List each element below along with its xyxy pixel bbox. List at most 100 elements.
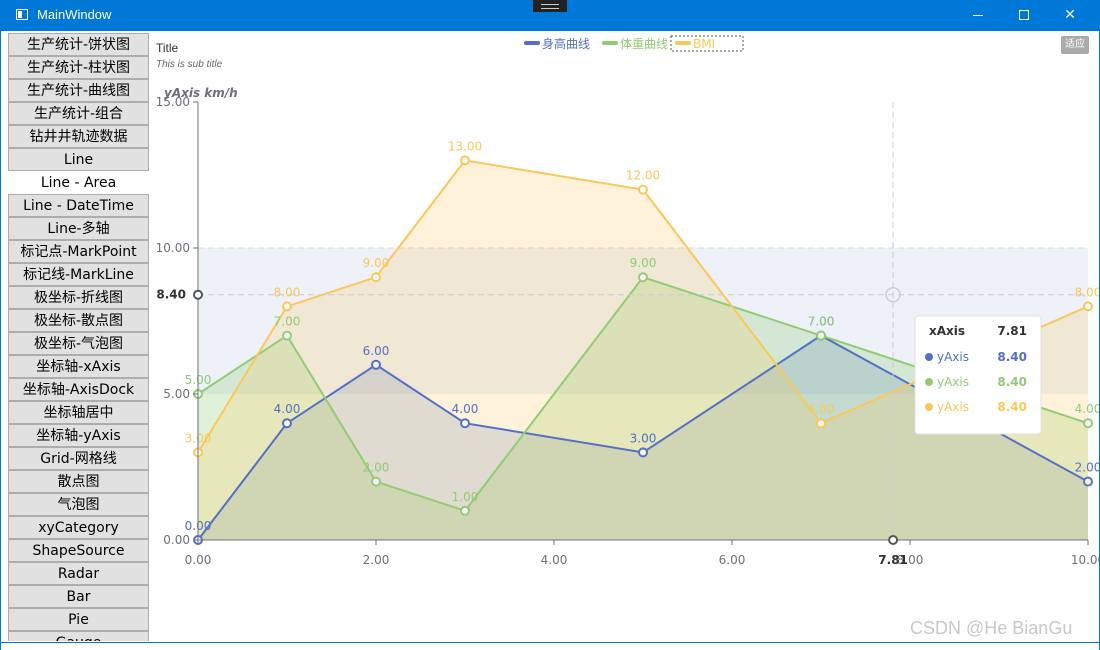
data-label: 4.00 <box>274 402 301 416</box>
sidebar-item[interactable]: Line <box>8 148 149 171</box>
data-label: 4.00 <box>452 402 479 416</box>
sidebar-item[interactable]: ShapeSource <box>8 539 149 562</box>
x-tick-label: 8.00 <box>897 553 924 567</box>
data-point[interactable] <box>638 184 648 195</box>
sidebar-item[interactable]: 坐标轴-xAxis <box>8 355 149 378</box>
data-point[interactable] <box>1083 301 1093 312</box>
sidebar-item[interactable]: Grid-网格线 <box>8 447 149 470</box>
legend-swatch <box>602 41 618 45</box>
chart-subtitle: This is sub title <box>156 59 223 70</box>
data-point[interactable] <box>371 359 381 370</box>
sidebar-item[interactable]: 坐标轴-yAxis <box>8 424 149 447</box>
sidebar-item[interactable]: Line - Area <box>8 171 149 194</box>
data-point[interactable] <box>371 476 381 487</box>
legend-swatch <box>675 41 691 45</box>
sidebar-item[interactable]: 标记线-MarkLine <box>8 263 149 286</box>
sidebar-item[interactable]: 极坐标-散点图 <box>8 309 149 332</box>
crosshair-center-icon <box>885 286 901 303</box>
sidebar-item[interactable]: Radar <box>8 562 149 585</box>
tooltip-box <box>914 315 1042 435</box>
sidebar-item[interactable]: 坐标轴-AxisDock <box>8 378 149 401</box>
tooltip-marker-icon <box>925 378 933 386</box>
close-icon: ✕ <box>1064 7 1076 23</box>
y-tick-label: 5.00 <box>163 387 190 401</box>
crosshair-x-handle[interactable] <box>888 535 899 545</box>
window-title: MainWindow <box>37 7 112 22</box>
sidebar-item[interactable]: 气泡图 <box>8 493 149 516</box>
title-bar[interactable]: MainWindow ✕ <box>0 0 1100 31</box>
data-point[interactable] <box>1083 476 1093 487</box>
crosshair-x-label: 7.81 <box>878 553 908 567</box>
maximize-button[interactable] <box>1001 0 1047 31</box>
sidebar-item[interactable]: Bar <box>8 585 149 608</box>
chart-panel: Title This is sub title 适应 0.00 4.00 6.00 4… <box>150 31 1099 642</box>
sidebar-item[interactable]: Line-多轴 <box>8 217 149 240</box>
tooltip-header-label: xAxis <box>929 324 965 338</box>
sidebar-item[interactable]: Gauge <box>8 631 149 641</box>
sidebar-item[interactable]: 极坐标-气泡图 <box>8 332 149 355</box>
sidebar-item[interactable]: 极坐标-折线图 <box>8 286 149 309</box>
sidebar-item[interactable]: Line - DateTime <box>8 194 149 217</box>
data-label: 8.00 <box>1075 285 1099 299</box>
sidebar-item[interactable]: 生产统计-柱状图 <box>8 56 149 79</box>
data-point[interactable] <box>816 330 826 341</box>
area-chart[interactable]: 0.00 4.00 6.00 4.00 3.00 7.00 2.00 5.00 7.00 2.00… <box>150 31 1099 642</box>
data-label: 9.00 <box>363 256 390 270</box>
data-point[interactable] <box>460 505 470 516</box>
y-tick-label: 10.00 <box>156 241 190 255</box>
data-point[interactable] <box>282 330 292 341</box>
x-tick-label: 10.00 <box>1071 553 1099 567</box>
data-label: 8.00 <box>274 285 301 299</box>
y-axis-title: yAxis km/h <box>164 86 238 100</box>
data-point[interactable] <box>460 418 470 429</box>
window-border <box>0 642 1100 643</box>
data-point[interactable] <box>638 447 648 458</box>
minimize-icon <box>973 15 983 16</box>
data-point[interactable] <box>371 272 381 283</box>
x-tick-label: 4.00 <box>541 553 568 567</box>
data-label: 3.00 <box>630 431 657 445</box>
sidebar-item[interactable]: 标记点-MarkPoint <box>8 240 149 263</box>
tooltip-row-label: yAxis <box>937 400 969 414</box>
sidebar-item[interactable]: xyCategory <box>8 516 149 539</box>
legend-swatch <box>524 41 540 45</box>
sidebar-item[interactable]: 生产统计-饼状图 <box>8 33 149 56</box>
data-label: 9.00 <box>630 256 657 270</box>
data-point[interactable] <box>638 272 648 283</box>
data-point[interactable] <box>1083 418 1093 429</box>
close-button[interactable]: ✕ <box>1047 0 1093 31</box>
x-tick-label: 2.00 <box>363 553 390 567</box>
tooltip-row-value: 8.40 <box>997 375 1027 389</box>
sidebar-item[interactable]: 坐标轴居中 <box>8 401 149 424</box>
data-point[interactable] <box>816 418 826 429</box>
data-point[interactable] <box>460 155 470 166</box>
data-label: 2.00 <box>363 461 390 475</box>
data-label: 4.00 <box>1075 402 1099 416</box>
chart-title: Title <box>156 41 179 55</box>
tooltip-row-label: yAxis <box>937 375 969 389</box>
sidebar-item[interactable]: Pie <box>8 608 149 631</box>
crosshair-y-handle[interactable] <box>193 289 203 300</box>
series-area <box>198 277 1088 540</box>
x-tick-label: 0.00 <box>185 553 212 567</box>
maximize-icon <box>1019 10 1029 20</box>
fit-button[interactable]: 适应 <box>1061 36 1089 54</box>
sidebar-item[interactable]: 散点图 <box>8 470 149 493</box>
sidebar-item[interactable]: 钻井井轨迹数据 <box>8 125 149 148</box>
tooltip-row-value: 8.40 <box>997 350 1027 364</box>
tooltip-marker-icon <box>925 353 933 361</box>
minimize-button[interactable] <box>955 0 1001 31</box>
watermark: CSDN @He BianGu <box>910 618 1073 638</box>
data-point[interactable] <box>282 301 292 312</box>
x-tick-label: 6.00 <box>719 553 746 567</box>
series-area <box>198 335 1088 540</box>
series-area <box>198 160 1088 540</box>
sidebar-item[interactable]: 生产统计-组合 <box>8 102 149 125</box>
data-point[interactable] <box>282 418 292 429</box>
data-label: 2.00 <box>1075 461 1099 475</box>
sidebar-item[interactable]: 生产统计-曲线图 <box>8 79 149 102</box>
drag-handle-icon[interactable] <box>533 0 567 12</box>
data-label: 1.00 <box>452 490 479 504</box>
legend-item: 身高曲线 <box>542 36 590 51</box>
tooltip-marker-icon <box>925 403 933 411</box>
